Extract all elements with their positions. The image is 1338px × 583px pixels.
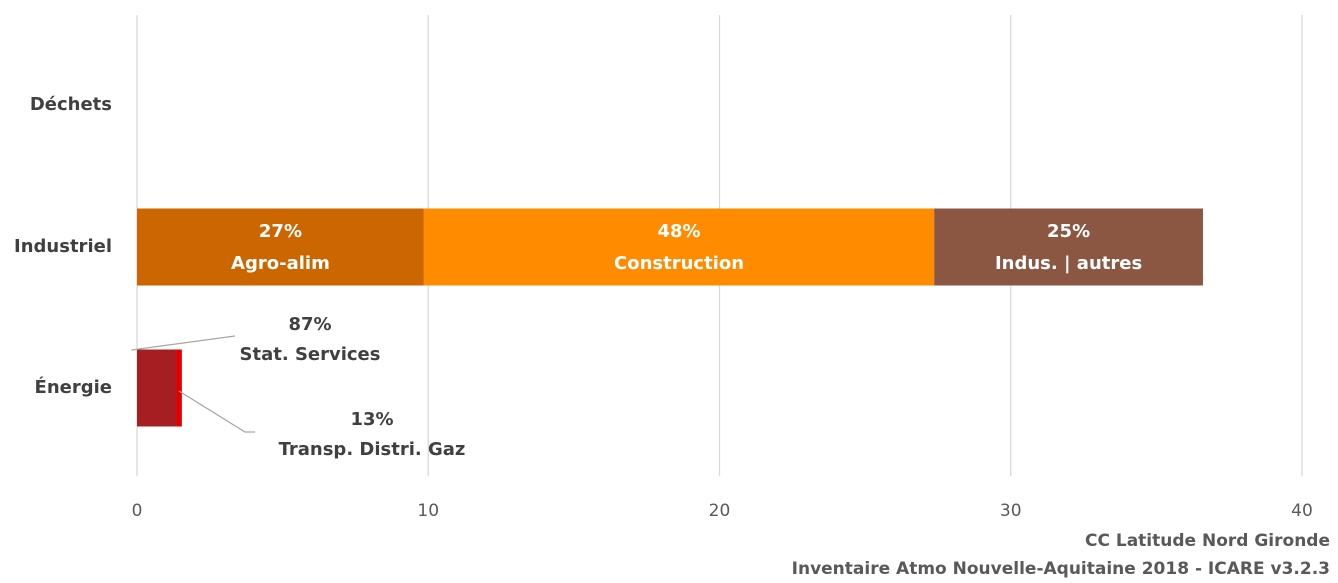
category-label: Déchets — [30, 94, 112, 115]
bar-segment — [176, 349, 182, 427]
footer-inventory: Inventaire Atmo Nouvelle-Aquitaine 2018 … — [792, 559, 1330, 579]
category-label: Énergie — [35, 376, 112, 398]
x-tick-label: 20 — [709, 501, 731, 521]
segment-share: 13% — [350, 409, 393, 430]
segment-share: 48% — [657, 221, 700, 242]
segment-name: Stat. Services — [240, 344, 381, 365]
x-tick-label: 30 — [1000, 501, 1022, 521]
x-tick-label: 10 — [417, 501, 439, 521]
bar-segment — [137, 208, 424, 286]
leader-line — [131, 335, 236, 351]
x-tick-label: 0 — [132, 501, 143, 521]
leader-line — [178, 390, 255, 433]
bar-segment — [934, 208, 1203, 286]
category-label: Industriel — [14, 236, 112, 257]
segment-name: Transp. Distri. Gaz — [279, 439, 466, 460]
bar-segment — [423, 208, 935, 286]
footer-source: CC Latitude Nord Gironde — [1085, 531, 1330, 551]
segment-name: Indus. | autres — [995, 253, 1142, 274]
segment-name: Construction — [614, 253, 744, 274]
x-tick-label: 40 — [1291, 501, 1313, 521]
bar-segment — [137, 349, 177, 427]
segment-share: 87% — [288, 314, 331, 335]
segment-name: Agro-alim — [231, 253, 330, 274]
segment-share: 27% — [259, 221, 302, 242]
segment-share: 25% — [1047, 221, 1090, 242]
